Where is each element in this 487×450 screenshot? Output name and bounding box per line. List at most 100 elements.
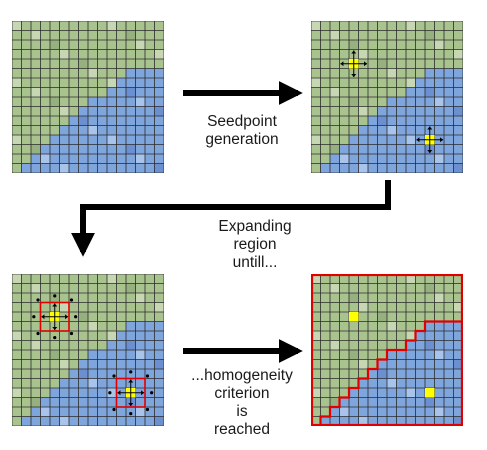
- pixel: [387, 154, 397, 164]
- pixel: [406, 144, 416, 154]
- pixel: [311, 283, 321, 293]
- pixel: [12, 154, 22, 164]
- pixel: [358, 378, 368, 388]
- pixel: [154, 312, 164, 322]
- seed-pixel: [349, 312, 359, 322]
- pixel: [425, 40, 435, 50]
- pixel: [425, 369, 435, 379]
- pixel: [349, 350, 359, 360]
- pixel: [453, 397, 463, 407]
- pixel: [311, 125, 321, 135]
- pixel: [88, 274, 98, 284]
- pixel: [358, 78, 368, 88]
- pixel: [59, 293, 69, 303]
- label-line: Seedpoint: [207, 113, 277, 130]
- pixel: [78, 416, 88, 426]
- pixel: [396, 49, 406, 59]
- pixel: [59, 97, 69, 107]
- pixel: [434, 87, 444, 97]
- pixel: [406, 321, 416, 331]
- pixel: [145, 40, 155, 50]
- pixel: [107, 359, 117, 369]
- pixel: [396, 21, 406, 31]
- pixel: [415, 397, 425, 407]
- pixel: [69, 154, 79, 164]
- pixel: [88, 388, 98, 398]
- pixel: [116, 116, 126, 126]
- pixel: [377, 144, 387, 154]
- pixel: [358, 369, 368, 379]
- pixel: [444, 283, 454, 293]
- pixel: [311, 397, 321, 407]
- pixel: [12, 369, 22, 379]
- pixel: [154, 49, 164, 59]
- pixel: [339, 106, 349, 116]
- pixel: [396, 312, 406, 322]
- pixel: [425, 321, 435, 331]
- growth-arrow-tip: [69, 298, 74, 302]
- pixel: [358, 416, 368, 426]
- pixel: [21, 125, 31, 135]
- pixel: [387, 68, 397, 78]
- pixel: [311, 302, 321, 312]
- pixel: [21, 359, 31, 369]
- pixel: [396, 78, 406, 88]
- pixel: [320, 407, 330, 417]
- pixel: [40, 293, 50, 303]
- pixel: [415, 378, 425, 388]
- pixel: [358, 30, 368, 40]
- pixel: [88, 49, 98, 59]
- pixel: [387, 407, 397, 417]
- pixel: [154, 388, 164, 398]
- pixel: [107, 293, 117, 303]
- pixel: [135, 312, 145, 322]
- pixel: [330, 59, 340, 69]
- pixel: [145, 97, 155, 107]
- pixel: [88, 144, 98, 154]
- pixel: [154, 369, 164, 379]
- pixel: [116, 163, 126, 173]
- pixel: [444, 68, 454, 78]
- pixel: [425, 340, 435, 350]
- pixel: [107, 49, 117, 59]
- pixel: [425, 274, 435, 284]
- pixel: [78, 331, 88, 341]
- pixel: [50, 397, 60, 407]
- pixel: [434, 163, 444, 173]
- pixel: [154, 116, 164, 126]
- pixel: [415, 321, 425, 331]
- pixel: [107, 416, 117, 426]
- expanding-region-outline: [115, 377, 146, 408]
- pixel: [154, 416, 164, 426]
- pixel: [320, 30, 330, 40]
- pixel: [97, 68, 107, 78]
- pixel: [59, 144, 69, 154]
- pixel: [59, 21, 69, 31]
- pixel: [368, 78, 378, 88]
- pixel: [116, 30, 126, 40]
- pixel: [377, 359, 387, 369]
- pixel: [358, 407, 368, 417]
- pixel: [145, 274, 155, 284]
- pixel: [50, 106, 60, 116]
- pixel: [444, 154, 454, 164]
- pixel: [88, 68, 98, 78]
- pixel: [396, 302, 406, 312]
- pixel: [368, 359, 378, 369]
- arrow-head: [52, 303, 58, 307]
- pixel: [97, 163, 107, 173]
- pixel: [349, 397, 359, 407]
- pixel: [78, 388, 88, 398]
- pixel: [425, 359, 435, 369]
- pixel: [311, 369, 321, 379]
- pixel: [116, 378, 126, 388]
- pixel: [78, 144, 88, 154]
- pixel: [12, 106, 22, 116]
- pixel: [31, 125, 41, 135]
- arrow-head: [364, 61, 368, 67]
- pixel: [434, 68, 444, 78]
- pixel: [349, 144, 359, 154]
- pixel: [12, 340, 22, 350]
- pixel: [69, 144, 79, 154]
- pixel: [12, 87, 22, 97]
